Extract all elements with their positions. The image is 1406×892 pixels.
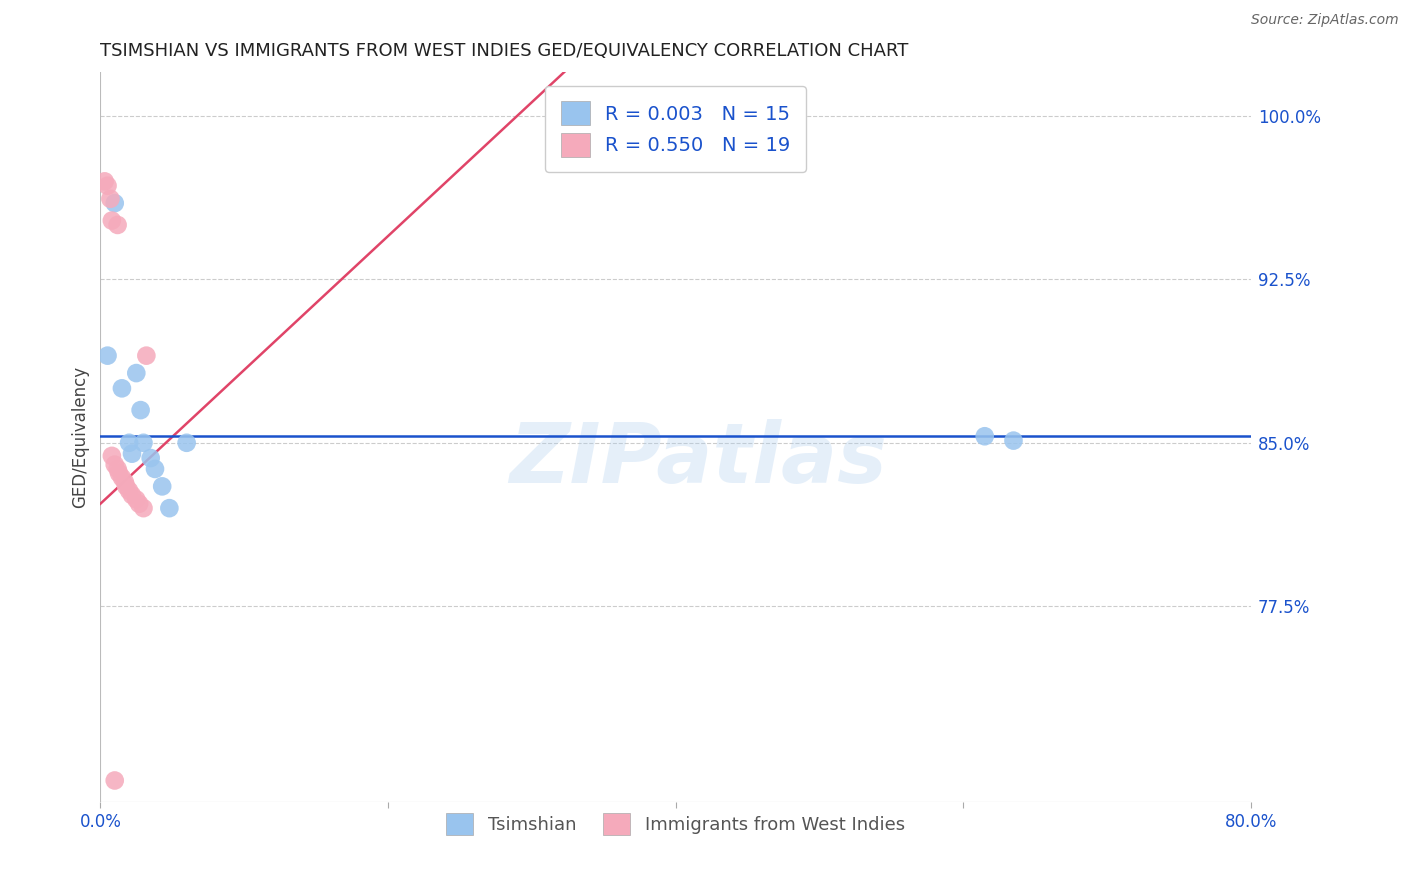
Point xyxy=(973,429,995,443)
Point xyxy=(96,349,118,363)
Point xyxy=(107,462,129,476)
Text: ZIPatlas: ZIPatlas xyxy=(509,418,887,500)
Point xyxy=(104,458,127,472)
Point xyxy=(101,213,124,227)
Point xyxy=(114,475,136,489)
Point xyxy=(121,447,143,461)
Point xyxy=(111,381,134,395)
Legend: Tsimshian, Immigrants from West Indies: Tsimshian, Immigrants from West Indies xyxy=(437,805,914,845)
Point xyxy=(132,501,155,516)
Point xyxy=(1002,434,1025,448)
Point xyxy=(107,218,129,232)
Point xyxy=(129,403,152,417)
Point xyxy=(111,470,134,484)
Point xyxy=(121,488,143,502)
Text: TSIMSHIAN VS IMMIGRANTS FROM WEST INDIES GED/EQUIVALENCY CORRELATION CHART: TSIMSHIAN VS IMMIGRANTS FROM WEST INDIES… xyxy=(100,42,908,60)
Point xyxy=(104,196,127,211)
Point xyxy=(143,462,166,476)
Point xyxy=(176,435,198,450)
Point xyxy=(139,451,162,466)
Point xyxy=(104,773,127,788)
Point xyxy=(135,349,157,363)
Point xyxy=(93,174,115,188)
Point xyxy=(125,492,148,507)
Point xyxy=(118,483,141,498)
Y-axis label: GED/Equivalency: GED/Equivalency xyxy=(72,367,89,508)
Point xyxy=(101,449,124,463)
Point xyxy=(96,178,118,193)
Point xyxy=(157,501,180,516)
Point xyxy=(118,435,141,450)
Text: Source: ZipAtlas.com: Source: ZipAtlas.com xyxy=(1251,13,1399,28)
Point xyxy=(100,192,122,206)
Point xyxy=(128,497,150,511)
Point xyxy=(150,479,173,493)
Point xyxy=(108,467,131,481)
Point xyxy=(132,435,155,450)
Point xyxy=(115,479,138,493)
Point xyxy=(125,366,148,380)
